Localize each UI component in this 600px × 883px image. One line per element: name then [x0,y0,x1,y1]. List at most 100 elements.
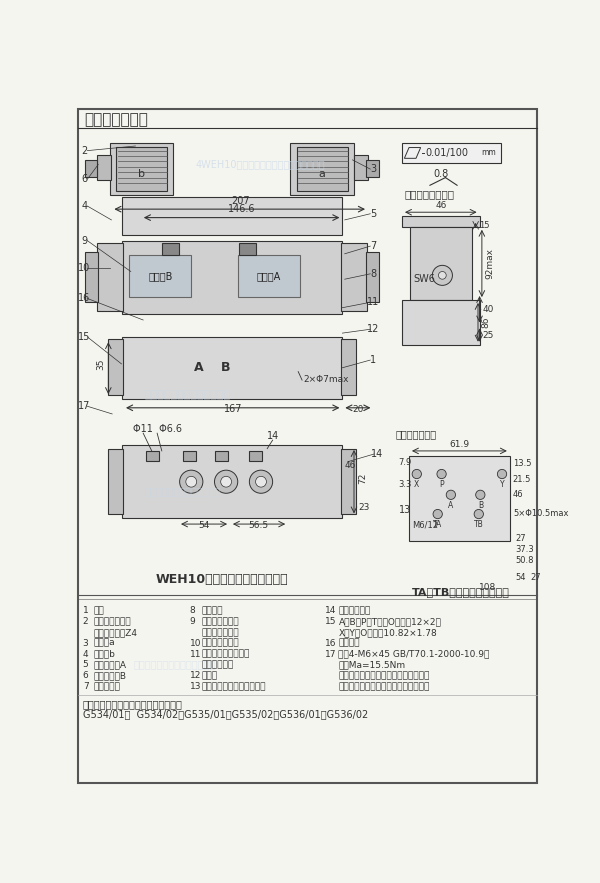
Circle shape [474,509,484,518]
Text: 1: 1 [83,607,89,615]
Text: 54: 54 [515,572,526,582]
Text: 46: 46 [344,461,356,470]
Text: G534/01；  G534/02；G535/01；G535/02；G536/01；G536/02: G534/01； G534/02；G535/01；G535/02；G536/01… [83,710,368,720]
Text: 86: 86 [481,317,490,328]
Text: 2×Φ7max: 2×Φ7max [304,374,349,383]
Text: 13.5: 13.5 [513,459,532,468]
Text: 9: 9 [190,617,196,626]
Text: 12: 12 [367,324,380,335]
Text: 电磁铁b: 电磁铁b [94,650,115,659]
Text: 先导油口位置: 先导油口位置 [338,607,371,615]
Text: TB: TB [474,520,484,529]
Bar [402,216,479,227]
Text: 54: 54 [199,521,210,530]
Text: 17: 17 [325,650,337,659]
Text: 3.3: 3.3 [398,480,412,489]
Bar [110,143,173,195]
Circle shape [215,470,238,494]
Bar [238,254,300,297]
Circle shape [179,470,203,494]
Bar [109,339,123,395]
Text: 72: 72 [358,472,367,484]
Text: 无锡市北塘区液压件有限公司: 无锡市北塘区液压件有限公司 [145,486,221,496]
Text: 0.8: 0.8 [434,169,449,178]
Text: 电磁铁a: 电磁铁a [94,638,115,648]
Text: 2: 2 [81,146,88,155]
Bar [162,243,179,255]
Text: 换向时间调节器: 换向时间调节器 [202,638,239,648]
Text: 8: 8 [190,607,196,615]
Bar [365,253,379,302]
Text: 主阀油口布置（阀安装面）: 主阀油口布置（阀安装面） [202,682,266,691]
Text: 3: 3 [83,638,89,648]
Text: 11: 11 [190,650,201,659]
Text: 7: 7 [370,241,377,251]
Bar [129,254,191,297]
Text: 螺钉4-M6×45 GB/T70.1-2000-10.9级: 螺钉4-M6×45 GB/T70.1-2000-10.9级 [338,650,490,659]
Text: 23: 23 [358,503,369,512]
Text: 15: 15 [325,617,337,626]
Text: TA和TB可任选一个作回油口: TA和TB可任选一个作回油口 [412,587,510,597]
Text: 外形及连接尺寸: 外形及连接尺寸 [84,112,148,127]
Text: 20: 20 [352,404,364,413]
Text: B: B [478,501,483,510]
Bar [121,445,343,518]
Text: 2: 2 [83,617,88,626]
Text: 换向时间调节器的节: 换向时间调节器的节 [202,650,250,659]
Text: 146.6: 146.6 [228,204,256,215]
Text: 0.01/100: 0.01/100 [425,148,469,158]
Text: 10: 10 [190,638,201,648]
Text: P: P [439,480,444,489]
Text: 无锡市北塘区液压件有限公司: 无锡市北塘区液压件有限公司 [145,389,231,400]
Bar [296,147,348,192]
Text: b: b [138,169,145,178]
Text: 15: 15 [479,221,490,230]
Text: 8: 8 [370,268,376,279]
Text: 5: 5 [370,208,377,219]
Circle shape [186,476,197,487]
Text: 16: 16 [325,638,337,648]
Text: SW6: SW6 [413,274,435,283]
Bar [121,197,343,236]
Text: 13: 13 [190,682,201,691]
Text: 35: 35 [96,358,105,370]
Bar [239,243,256,255]
Text: 14: 14 [325,607,337,615]
Text: 主阀: 主阀 [94,607,104,615]
Text: 167: 167 [224,404,242,413]
Text: 37.3: 37.3 [515,545,534,554]
Circle shape [412,470,421,479]
Text: 92max: 92max [485,247,494,278]
Text: X和Y的O形圈：10.82×1.78: X和Y的O形圈：10.82×1.78 [338,628,437,637]
Text: 9: 9 [81,236,88,245]
Text: 40: 40 [482,305,494,313]
Bar [97,243,123,311]
Text: 减压阀: 减压阀 [202,671,217,680]
Text: 双电磁铁二位阀: 双电磁铁二位阀 [202,617,239,626]
Text: 108: 108 [479,583,497,592]
Text: 无锡市北塘区液压配件有限公司: 无锡市北塘区液压配件有限公司 [133,660,215,669]
Bar [341,339,356,395]
Text: 4: 4 [81,201,88,211]
Text: 46: 46 [513,490,523,499]
Text: 4WEH10电液动换向阀换向阀系电磁铁调节: 4WEH10电液动换向阀换向阀系电磁铁调节 [195,159,325,169]
Text: （与电液换向阀组合的垂直叠加组件的: （与电液换向阀组合的垂直叠加组件的 [338,671,430,680]
Bar [367,160,379,177]
Circle shape [432,266,452,285]
Text: 3: 3 [370,164,376,174]
Bar [341,243,367,311]
Bar [409,457,510,541]
Text: 5: 5 [83,660,89,669]
Text: 25: 25 [482,331,494,340]
Bar [341,449,356,514]
Text: 46: 46 [435,201,446,210]
Text: 10: 10 [78,262,91,273]
Text: 14: 14 [371,449,383,459]
Bar [290,143,354,195]
Text: 二位阀，带一个: 二位阀，带一个 [94,617,131,626]
Text: 1: 1 [370,355,376,365]
Text: 12: 12 [190,671,201,680]
Circle shape [221,476,232,487]
Bar [116,147,167,192]
Text: 先导阀标牌: 先导阀标牌 [94,682,121,691]
